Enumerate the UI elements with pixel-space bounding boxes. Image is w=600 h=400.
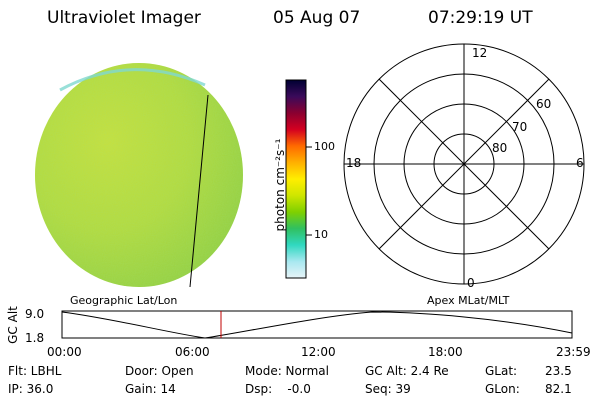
timeline-frame (61, 310, 573, 339)
time-label: 07:29:19 UT (428, 8, 533, 28)
status-gc-alt: GC Alt: 2.4 Re (365, 364, 449, 378)
colorbar-unit-label: photon cm⁻²s⁻¹ (273, 138, 287, 232)
polar-projection-label: Apex MLat/MLT (427, 294, 510, 307)
altitude-curve (61, 311, 573, 339)
colorbar-tick-label-100: 100 (314, 140, 335, 153)
timeline-xtick-0600: 06:00 (175, 345, 210, 359)
status-gain: Gain: 14 (125, 382, 176, 396)
date-label: 05 Aug 07 (273, 8, 361, 28)
uv-disk-limb (59, 68, 206, 92)
mlt-label-18: 18 (346, 156, 362, 170)
instrument-title: Ultraviolet Imager (47, 8, 201, 28)
timeline-ytick-9: 9.0 (25, 307, 45, 321)
uv-disk-image (35, 63, 243, 288)
status-dsp: Dsp: -0.0 (245, 382, 311, 396)
timeline-ylabel: GC Alt (5, 306, 20, 344)
status-glon-value: 82.1 (545, 382, 572, 396)
lat-label-70: 70 (512, 120, 528, 134)
status-glat-value: 23.5 (545, 364, 572, 378)
image-projection-label: Geographic Lat/Lon (70, 294, 178, 307)
colorbar-tick-label-10: 10 (314, 228, 328, 241)
timeline-xtick-1800: 18:00 (428, 345, 463, 359)
status-glat-label: GLat: (485, 364, 518, 378)
timeline-xtick-0000: 00:00 (47, 345, 82, 359)
status-filter: Flt: LBHL (8, 364, 62, 378)
status-glon-label: GLon: (485, 382, 520, 396)
timeline-plot (61, 310, 573, 339)
colorbar-scale (285, 79, 307, 279)
mlt-label-12: 12 (472, 46, 488, 60)
timeline-xtick-1200: 12:00 (301, 345, 336, 359)
terminator-line (189, 94, 209, 288)
status-ip: IP: 36.0 (8, 382, 54, 396)
polar-dial (343, 43, 585, 285)
mlt-label-6: 6 (576, 156, 584, 170)
lat-label-60: 60 (536, 97, 552, 111)
status-seq: Seq: 39 (365, 382, 411, 396)
colorbar (285, 79, 312, 279)
polar-diagonal-2 (378, 78, 550, 250)
lat-label-80: 80 (492, 141, 508, 155)
timeline-xtick-2359: 23:59 (556, 345, 591, 359)
mlt-label-0: 0 (467, 276, 475, 290)
uv-disk-texture (35, 63, 243, 287)
timeline-ytick-1-8: 1.8 (25, 331, 45, 345)
status-door: Door: Open (125, 364, 194, 378)
status-mode: Mode: Normal (245, 364, 329, 378)
